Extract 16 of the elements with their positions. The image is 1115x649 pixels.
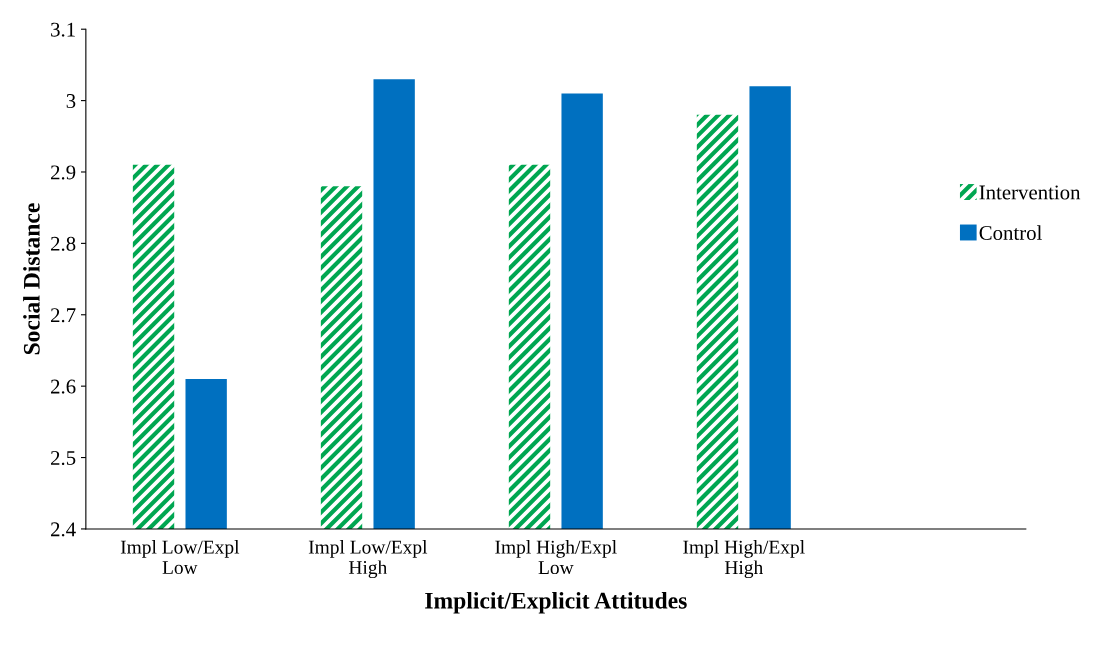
y-tick-label: 2.5 bbox=[51, 450, 76, 466]
x-tick-label: Impl High/Expl High bbox=[683, 540, 805, 579]
x-axis-title: Implicit/Explicit Attitudes bbox=[425, 592, 687, 614]
y-tick-label: 2.9 bbox=[51, 165, 76, 180]
legend-label: Control bbox=[979, 225, 1042, 240]
y-tick-label: 2.7 bbox=[51, 308, 76, 323]
x-tick-label: Impl Low/Expl High bbox=[308, 540, 428, 579]
legend-label: Intervention bbox=[979, 185, 1081, 200]
x-tick-label: Impl Low/Expl Low bbox=[120, 540, 240, 575]
y-axis-title: Social Distance bbox=[23, 203, 40, 355]
y-tick-label: 3.1 bbox=[51, 22, 75, 37]
y-tick-label: 3 bbox=[66, 94, 76, 109]
x-tick-label: Impl High/Expl Low bbox=[495, 540, 617, 575]
y-tick-label: 2.8 bbox=[51, 236, 76, 251]
y-tick-label: 2.4 bbox=[51, 522, 76, 537]
y-tick-label: 2.6 bbox=[51, 379, 76, 394]
